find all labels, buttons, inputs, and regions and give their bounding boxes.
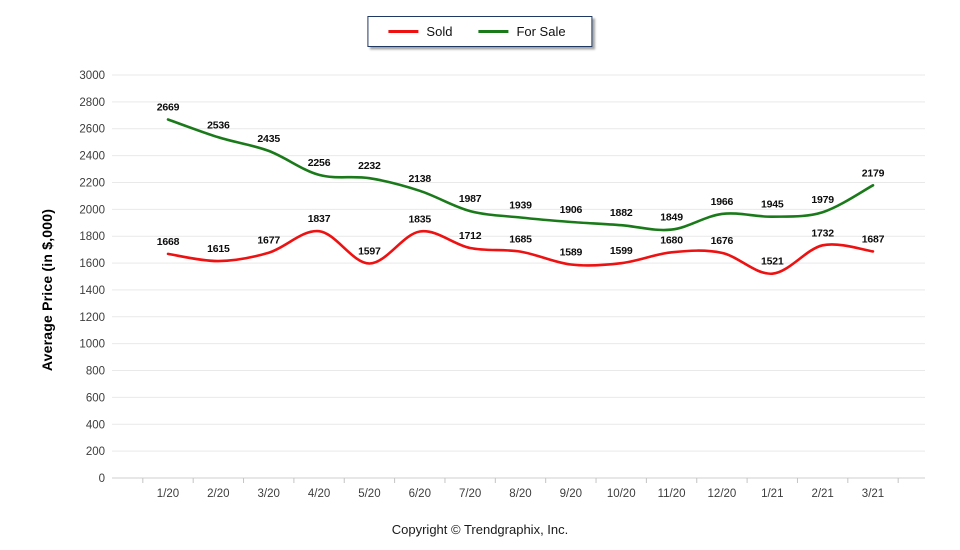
x-tick-label: 11/20 [658,488,686,500]
data-label: 1589 [560,247,583,259]
data-label: 1597 [358,245,381,257]
x-tick-label: 10/20 [607,488,636,500]
copyright-text: Copyright © Trendgraphix, Inc. [391,522,569,537]
data-label: 1966 [711,196,734,208]
data-label: 1712 [459,230,482,242]
x-tick-label: 12/20 [708,488,737,500]
y-tick-label: 1600 [79,258,105,270]
y-tick-label: 200 [86,446,105,458]
data-label: 2179 [862,167,885,179]
y-tick-label: 1800 [79,231,105,243]
for-sale-line-swatch-icon [478,30,509,33]
data-label: 1685 [509,234,532,246]
x-tick-label: 2/21 [811,488,833,500]
legend-label-for-sale: For Sale [516,24,566,39]
x-tick-label: 8/20 [509,488,531,500]
data-label: 1837 [308,213,331,225]
data-labels-for-sale: 2669 2536 2435 2256 2232 2138 1987 1939 1906 1882… [157,101,885,223]
y-tick-label: 2600 [79,124,105,136]
sold-line-swatch-icon [388,30,419,33]
y-tick-label: 2200 [79,177,105,189]
x-tick-label: 7/20 [459,488,481,500]
x-tick-label: 5/20 [358,488,380,500]
data-label: 2669 [157,101,180,113]
x-tick-label: 2/20 [207,488,229,500]
data-label: 1599 [610,245,633,257]
data-label: 1979 [811,194,834,206]
y-tick-label: 2400 [79,151,105,163]
data-label: 1939 [509,200,532,212]
gridlines [112,74,925,479]
data-label: 1906 [560,204,583,216]
x-tick-label: 6/20 [409,488,431,500]
data-label: 1668 [157,236,180,248]
x-tick-label: 9/20 [560,488,582,500]
x-tick-label: 1/20 [157,488,179,500]
series-line-for-sale [166,118,875,232]
y-tick-label: 400 [86,419,105,431]
data-label: 2435 [257,133,280,145]
x-tick-label: 3/20 [258,488,280,500]
data-label: 2536 [207,119,230,131]
data-label: 1987 [459,193,482,205]
y-axis-tick-labels: 0 200 400 600 800 1000 1200 1400 1600 1800 2000 220… [79,70,105,485]
legend: Sold For Sale [367,16,593,47]
legend-item-for-sale: For Sale [478,24,566,39]
y-tick-label: 2800 [79,97,105,109]
y-tick-label: 2000 [79,204,105,216]
x-tick-label: 4/20 [308,488,330,500]
y-tick-label: 0 [99,473,105,485]
data-label: 1882 [610,207,633,219]
data-label: 2232 [358,160,381,172]
data-label: 1849 [660,212,683,224]
x-tick-label: 3/21 [862,488,884,500]
data-label: 1615 [207,243,230,255]
y-tick-label: 1400 [79,285,105,297]
legend-label-sold: Sold [426,24,453,39]
data-label: 1680 [660,234,683,246]
x-tick-label: 1/21 [761,488,783,500]
y-tick-label: 1000 [79,339,105,351]
data-label: 1945 [761,199,784,211]
y-tick-label: 1200 [79,312,105,324]
data-label: 2256 [308,157,331,169]
data-label: 1676 [711,235,734,247]
y-tick-label: 3000 [79,70,105,82]
data-label: 1732 [811,227,834,239]
y-tick-label: 600 [86,392,105,404]
y-tick-label: 800 [86,366,105,378]
data-label: 1835 [409,213,432,225]
x-axis: 1/20 2/20 3/20 4/20 5/20 6/20 7/20 8/20 9/20 10/2… [118,477,925,500]
data-label: 1687 [862,233,885,245]
series-line-sold [166,229,875,276]
data-label: 1677 [257,235,280,247]
legend-item-sold: Sold [388,24,452,39]
data-label: 1521 [761,256,784,268]
data-label: 2138 [409,173,432,185]
data-labels-sold: 1668 1615 1677 1837 1597 1835 1712 1685 1589 1599… [157,213,885,267]
